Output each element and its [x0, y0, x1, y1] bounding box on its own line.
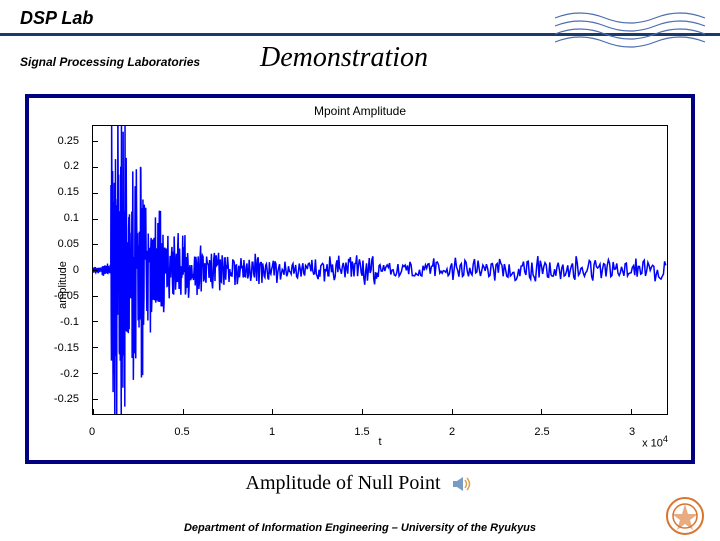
y-tick-label: -0.15 [54, 342, 79, 354]
university-logo-icon [665, 496, 705, 536]
y-tick-label: 0.25 [58, 135, 79, 147]
x-tick-label: 1 [269, 426, 275, 438]
x-tick-label: 1.5 [354, 426, 369, 438]
waveform-line [93, 126, 667, 414]
caption-row: Amplitude of Null Point [0, 472, 720, 495]
x-axis-label: t [378, 436, 381, 448]
x-tick-label: 2 [449, 426, 455, 438]
page-title: Demonstration [260, 42, 428, 74]
plot-container: amplitude -0.25-0.2-0.15-0.1-0.0500.050.… [37, 120, 683, 450]
y-tick-label: 0.15 [58, 186, 79, 198]
y-tick-label: -0.25 [54, 393, 79, 405]
x-ticks: t x 104 0 0.5 1 1.5 2 2.5 3 [92, 420, 668, 450]
y-tick-label: 0.2 [64, 160, 79, 172]
caption-text: Amplitude of Null Point [246, 472, 441, 495]
y-tick-label: 0 [73, 264, 79, 276]
y-tick-label: 0.05 [58, 238, 79, 250]
y-tick-label: -0.05 [54, 290, 79, 302]
y-ticks: -0.25 -0.2 -0.15 -0.1 -0.05 0 0.05 0.1 0.15 0.2 0.… [37, 125, 87, 415]
x-exponent: x 104 [642, 434, 668, 450]
footer-text: Department of Information Engineering – … [0, 522, 720, 534]
wave-decoration-icon [555, 8, 705, 58]
x-tick-label: 3 [629, 426, 635, 438]
x-tick-label: 0 [89, 426, 95, 438]
x-tick-label: 2.5 [534, 426, 549, 438]
chart-frame: Mpoint Amplitude amplitude -0.25-0.2-0.1… [25, 94, 695, 464]
y-tick-label: 0.1 [64, 212, 79, 224]
y-tick-label: -0.2 [60, 368, 79, 380]
plot-area [92, 125, 668, 415]
chart-title: Mpoint Amplitude [37, 104, 683, 120]
speaker-icon[interactable] [451, 474, 475, 494]
lab-subtitle: Signal Processing Laboratories [20, 55, 220, 69]
y-tick-label: -0.1 [60, 316, 79, 328]
x-tick-label: 0.5 [174, 426, 189, 438]
